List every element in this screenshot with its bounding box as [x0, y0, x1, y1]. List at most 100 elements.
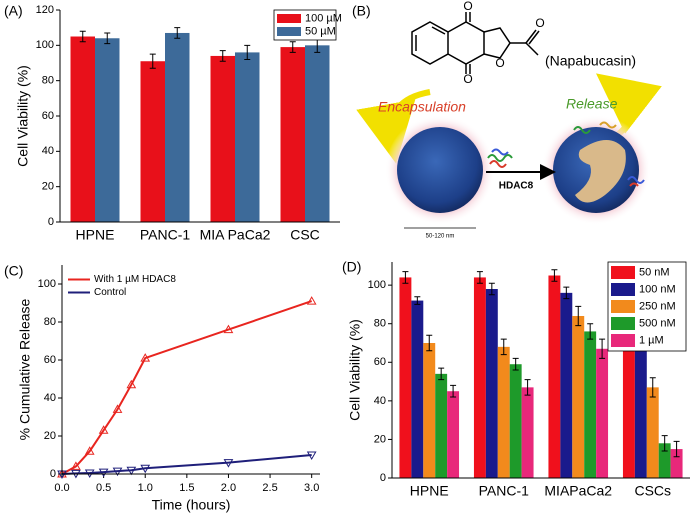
y-tick-label: 40: [44, 392, 56, 404]
x-tick-label: MIA PaCa2: [200, 227, 271, 243]
legend-label: 1 µM: [639, 334, 664, 346]
error-bar: [500, 338, 507, 356]
bar: [70, 36, 95, 222]
marker: [84, 446, 95, 455]
atom-label: O: [535, 16, 544, 30]
legend-swatch: [611, 317, 635, 330]
legend-swatch: [611, 300, 635, 313]
error-bar: [438, 367, 445, 381]
bar: [548, 275, 561, 478]
legend-label: 100 µM: [305, 12, 342, 24]
legend-label: 100 nM: [639, 283, 676, 295]
error-bar: [599, 338, 606, 359]
panel-label: (D): [342, 259, 361, 275]
legend-label: Control: [94, 287, 126, 298]
x-tick-label: 0.5: [96, 482, 111, 494]
bar: [646, 387, 659, 478]
legend-label: 500 nM: [639, 317, 676, 329]
bar: [521, 387, 534, 478]
y-axis-label: Cell Viability (%): [15, 65, 31, 167]
marker: [112, 404, 123, 413]
bar: [165, 32, 190, 222]
bar: [485, 289, 498, 478]
compound-name: (Napabucasin): [545, 53, 636, 69]
error-bar: [426, 334, 433, 352]
marker: [140, 464, 151, 474]
error-bar: [414, 296, 421, 305]
atom-label: O: [463, 72, 472, 86]
y-tick-label: 0: [50, 468, 56, 480]
error-bar: [661, 435, 668, 452]
x-tick-label: HPNE: [76, 227, 115, 243]
bar: [596, 348, 609, 478]
x-tick-label: PANC-1: [479, 483, 530, 499]
encapsulation-label: Encapsulation: [378, 99, 466, 115]
error-bar: [524, 379, 531, 396]
error-bar: [219, 50, 226, 62]
y-axis-label: Cell Viability (%): [347, 319, 363, 421]
x-axis-label: Time (hours): [152, 497, 231, 513]
panel-label: (B): [352, 3, 371, 19]
x-tick-label: 2.5: [262, 482, 277, 494]
error-bar: [244, 44, 251, 60]
x-tick-label: PANC-1: [140, 227, 191, 243]
bar: [584, 331, 597, 478]
x-tick-label: CSC: [290, 227, 320, 243]
y-tick-label: 80: [42, 75, 54, 87]
y-axis-label: % Cumulative Release: [17, 298, 33, 440]
y-tick-label: 100: [368, 279, 386, 291]
x-tick-label: 1.0: [138, 482, 153, 494]
y-tick-label: 60: [42, 110, 54, 122]
cleaved-shell: [575, 140, 626, 203]
enzyme: [487, 121, 645, 187]
error-bar: [104, 32, 111, 45]
bar: [473, 277, 486, 478]
bar: [634, 285, 647, 478]
curved-arrow: [356, 89, 431, 164]
legend-label: 50 µM: [305, 25, 336, 37]
error-bar: [575, 305, 582, 327]
y-tick-label: 60: [44, 354, 56, 366]
y-tick-label: 100: [38, 278, 56, 290]
bar: [280, 47, 305, 222]
bar: [447, 391, 460, 478]
marker: [126, 466, 137, 476]
axis: [59, 10, 340, 223]
y-tick-label: 0: [380, 472, 386, 484]
bar: [509, 364, 522, 478]
error-bar: [551, 269, 558, 282]
x-tick-label: MIAPaCa2: [544, 483, 612, 499]
y-tick-label: 40: [42, 145, 54, 157]
marker: [126, 379, 137, 389]
enzyme-label: HDAC8: [499, 181, 534, 192]
legend-swatch: [611, 334, 635, 347]
error-bar: [512, 357, 519, 371]
bar: [210, 55, 235, 222]
legend-swatch: [611, 266, 635, 279]
bar: [670, 449, 683, 478]
marker: [98, 468, 109, 478]
series-line: [61, 300, 313, 475]
axis: [61, 265, 320, 475]
y-tick-label: 60: [374, 356, 386, 368]
bar: [423, 343, 436, 478]
error-bar: [79, 30, 86, 43]
error-bar: [174, 27, 181, 39]
error-bar: [476, 271, 483, 284]
marker: [112, 467, 123, 477]
legend-swatch: [277, 27, 301, 36]
panel-label: (C): [4, 263, 23, 279]
bar: [399, 277, 412, 478]
x-tick-label: 2.0: [221, 482, 236, 494]
legend-swatch: [611, 283, 635, 296]
legend-label: 250 nM: [639, 300, 676, 312]
y-tick-label: 100: [36, 39, 54, 51]
diagram: (B) O O O O (Napabucasin) Encapsulation …: [352, 0, 662, 240]
bar: [95, 38, 120, 223]
bar: [560, 292, 573, 478]
y-tick-label: 80: [44, 316, 56, 328]
y-tick-label: 120: [36, 4, 54, 16]
legend-label: 50 nM: [639, 266, 670, 278]
marker: [98, 425, 109, 434]
